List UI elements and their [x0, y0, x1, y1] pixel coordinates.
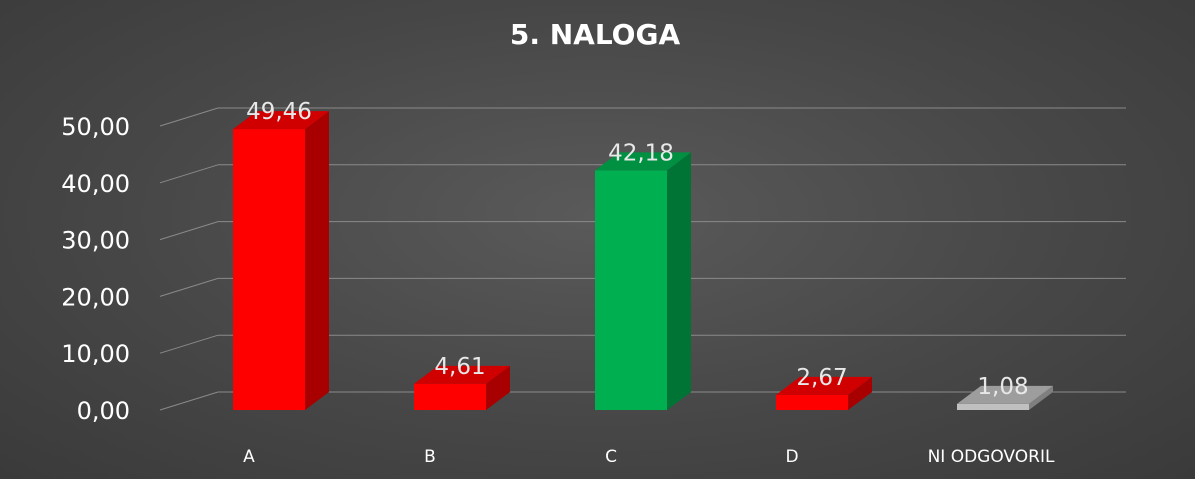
gridline-depth [159, 277, 219, 297]
y-tick-label: 10,00 [61, 340, 130, 368]
y-axis: 0,00 10,00 20,00 30,00 40,00 50,00 [61, 113, 130, 425]
gridline-depth [159, 107, 219, 127]
bar-front [414, 383, 486, 410]
gridline-depth [159, 221, 219, 241]
bar [233, 111, 329, 410]
data-label: 4,61 [434, 354, 485, 380]
bar [776, 376, 872, 410]
bars [233, 111, 1053, 410]
y-tick-label: 30,00 [61, 227, 130, 255]
bar-side [305, 111, 329, 410]
x-axis: A B C D NI ODGOVORIL [243, 447, 1055, 467]
data-label: 49,46 [246, 99, 312, 125]
bar-front [776, 394, 848, 410]
bar-top [776, 376, 872, 395]
bar [414, 365, 510, 410]
x-tick-label: C [605, 447, 617, 467]
y-tick-label: 20,00 [61, 283, 130, 311]
bar [957, 385, 1053, 410]
x-tick-label: B [424, 447, 436, 467]
bar-side [486, 365, 510, 410]
gridline-depth [159, 164, 219, 184]
data-label: 42,18 [608, 140, 674, 166]
bar-side [848, 376, 872, 410]
bar-front [957, 403, 1029, 410]
data-labels: 49,46 4,61 42,18 2,67 1,08 [246, 99, 1029, 400]
bar-side [1029, 385, 1053, 410]
bar-front [233, 129, 305, 410]
gridline-depth [159, 391, 219, 411]
y-tick-label: 50,00 [61, 113, 130, 141]
bar-top [957, 385, 1053, 404]
y-tick-label: 40,00 [61, 170, 130, 198]
bar [595, 152, 691, 410]
bar-front [595, 170, 667, 410]
data-label: 2,67 [796, 365, 847, 391]
bar-top [233, 111, 329, 130]
data-label: 1,08 [977, 374, 1028, 400]
chart-title: 5. NALOGA [510, 18, 681, 51]
x-tick-label: D [785, 447, 798, 467]
y-tick-label: 0,00 [77, 397, 130, 425]
bar-top [414, 365, 510, 384]
x-tick-label: NI ODGOVORIL [928, 447, 1055, 467]
bar-side [667, 152, 691, 410]
bar-top [595, 152, 691, 171]
gridline-depth [159, 334, 219, 354]
x-tick-label: A [243, 447, 255, 467]
